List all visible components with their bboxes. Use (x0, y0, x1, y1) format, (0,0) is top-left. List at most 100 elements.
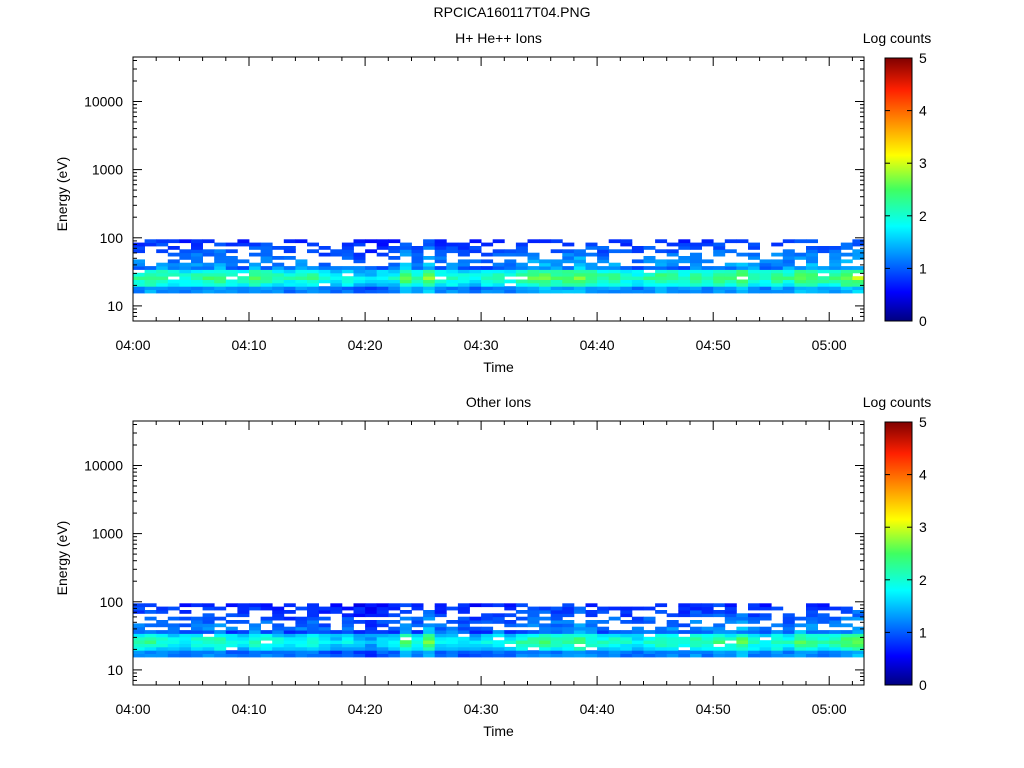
heatmap-cell (806, 249, 818, 254)
heatmap-cell (852, 276, 865, 280)
heatmap-cell (852, 650, 865, 654)
heatmap-cell (191, 262, 203, 267)
heatmap-cell (713, 242, 726, 247)
heatmap-cell (701, 239, 714, 244)
heatmap-cell (283, 636, 296, 641)
heatmap-cell (260, 630, 273, 634)
heatmap-cell (655, 289, 668, 294)
heatmap-cell (341, 246, 354, 250)
heatmap-cell (341, 630, 354, 634)
heatmap-cell (817, 616, 830, 621)
heatmap-cell (724, 606, 737, 611)
heatmap-cell (399, 650, 412, 654)
heatmap-cell (736, 286, 749, 290)
heatmap-cell (504, 272, 517, 277)
heatmap-cell (829, 262, 842, 267)
heatmap-cell (399, 653, 412, 658)
heatmap-cell (133, 646, 145, 651)
heatmap-cell (724, 633, 737, 638)
heatmap-cell (202, 606, 215, 611)
heatmap-cell (631, 259, 644, 264)
heatmap-cell (330, 630, 343, 634)
plot-frame (132, 56, 865, 322)
heatmap-cell (249, 640, 261, 644)
heatmap-cell (179, 636, 192, 641)
heatmap-cell (678, 643, 691, 648)
heatmap-cell (481, 650, 494, 654)
heatmap-cell (840, 646, 853, 651)
heatmap-cell (272, 266, 285, 270)
heatmap-cell (365, 269, 378, 274)
heatmap-cell (423, 630, 436, 634)
heatmap-cell (214, 646, 227, 651)
heatmap-cell (736, 630, 749, 634)
heatmap-cell (457, 266, 470, 270)
heatmap-cell (249, 603, 261, 608)
x-tick-label: 04:40 (580, 337, 615, 353)
heatmap-cell (515, 252, 528, 257)
heatmap-cell (260, 620, 273, 624)
heatmap-cell (817, 289, 830, 294)
heatmap-cell (771, 259, 784, 264)
heatmap-cell (133, 272, 145, 277)
heatmap-cell (782, 626, 795, 631)
heatmap-cell (748, 279, 760, 284)
heatmap-cell (469, 272, 482, 277)
x-tick-label: 05:00 (812, 337, 847, 353)
heatmap-cell (492, 239, 505, 244)
heatmap-cell (249, 272, 261, 277)
heatmap-cell (759, 616, 772, 621)
heatmap-cell (713, 603, 726, 608)
heatmap-cell (852, 653, 865, 658)
heatmap-cell (365, 623, 378, 628)
heatmap-cell (771, 279, 784, 284)
heatmap-cell (655, 643, 668, 648)
heatmap-cell (365, 643, 378, 648)
heatmap-cell (133, 282, 145, 287)
heatmap-cell (550, 630, 563, 634)
heatmap-cell (133, 289, 145, 294)
heatmap-cell (806, 259, 818, 264)
heatmap-cell (237, 613, 250, 618)
heatmap-cell (191, 646, 203, 651)
heatmap-cell (539, 653, 552, 658)
heatmap-cell (852, 616, 865, 621)
heatmap-cell (411, 630, 424, 634)
heatmap-cell (353, 282, 366, 287)
heatmap-cell (748, 633, 760, 638)
heatmap-cell (249, 633, 261, 638)
heatmap-cell (608, 286, 621, 290)
heatmap-cell (527, 630, 540, 634)
heatmap-cell (481, 286, 494, 290)
heatmap-cell (434, 249, 447, 254)
heatmap-cell (481, 282, 494, 287)
heatmap-cell (643, 279, 656, 284)
heatmap-cell (144, 269, 157, 274)
heatmap-cell (353, 239, 366, 244)
heatmap-cell (307, 650, 319, 654)
heatmap-cell (318, 262, 331, 267)
heatmap-cell (492, 646, 505, 651)
heatmap-cell (446, 650, 459, 654)
heatmap-cell (527, 653, 540, 658)
heatmap-cell (353, 266, 366, 270)
heatmap-cell (191, 620, 203, 624)
heatmap-cell (260, 252, 273, 257)
heatmap-cell (399, 246, 412, 250)
heatmap-cell (515, 282, 528, 287)
heatmap-cell (481, 242, 494, 247)
heatmap-cell (655, 286, 668, 290)
heatmap-cell (179, 610, 192, 614)
heatmap-cell (782, 256, 795, 260)
heatmap-cell (759, 289, 772, 294)
heatmap-cell (806, 239, 818, 244)
heatmap-cell (597, 633, 610, 638)
heatmap-cell (608, 643, 621, 648)
heatmap-cell (840, 643, 853, 648)
heatmap-cell (307, 616, 319, 621)
heatmap-cell (829, 640, 842, 644)
heatmap-cell (167, 269, 180, 274)
heatmap-cell (307, 626, 319, 631)
colorbar-tick-label: 1 (919, 624, 927, 640)
